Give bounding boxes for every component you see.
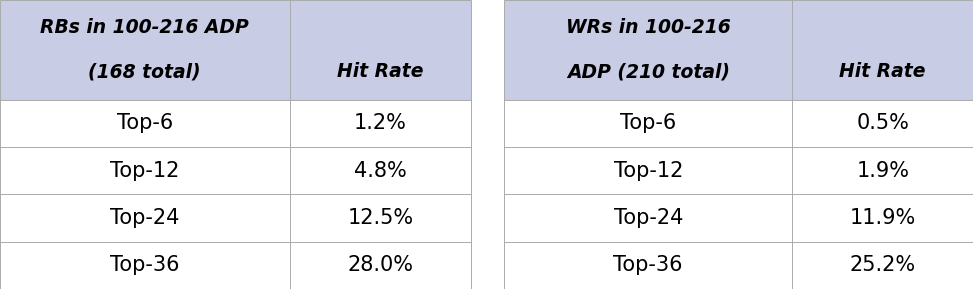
Text: Top-6: Top-6 — [620, 113, 676, 133]
Bar — [504, 0, 973, 100]
Text: 11.9%: 11.9% — [849, 208, 916, 228]
Text: (168 total): (168 total) — [89, 62, 201, 81]
Bar — [0, 0, 471, 100]
Text: RBs in 100-216 ADP: RBs in 100-216 ADP — [41, 18, 249, 37]
Text: Top-12: Top-12 — [614, 161, 683, 181]
Text: 0.5%: 0.5% — [856, 113, 909, 133]
Bar — [504, 242, 973, 289]
Bar — [0, 100, 471, 147]
Text: Top-24: Top-24 — [614, 208, 683, 228]
Bar — [0, 194, 471, 242]
Text: 28.0%: 28.0% — [347, 255, 414, 275]
Text: Top-36: Top-36 — [110, 255, 180, 275]
Text: ADP (210 total): ADP (210 total) — [566, 62, 730, 81]
Text: 1.2%: 1.2% — [354, 113, 407, 133]
Text: 12.5%: 12.5% — [347, 208, 414, 228]
Text: 25.2%: 25.2% — [849, 255, 916, 275]
Bar — [504, 147, 973, 194]
Text: Hit Rate: Hit Rate — [337, 62, 423, 81]
Text: Top-6: Top-6 — [117, 113, 173, 133]
Text: Hit Rate: Hit Rate — [840, 62, 926, 81]
Text: Top-24: Top-24 — [110, 208, 179, 228]
Bar — [504, 100, 973, 147]
Bar — [504, 194, 973, 242]
Bar — [0, 242, 471, 289]
Text: 4.8%: 4.8% — [354, 161, 407, 181]
Text: Top-36: Top-36 — [614, 255, 683, 275]
Text: WRs in 100-216: WRs in 100-216 — [566, 18, 731, 37]
Text: 1.9%: 1.9% — [856, 161, 909, 181]
Bar — [471, 0, 504, 289]
Bar — [0, 147, 471, 194]
Text: Top-12: Top-12 — [110, 161, 179, 181]
